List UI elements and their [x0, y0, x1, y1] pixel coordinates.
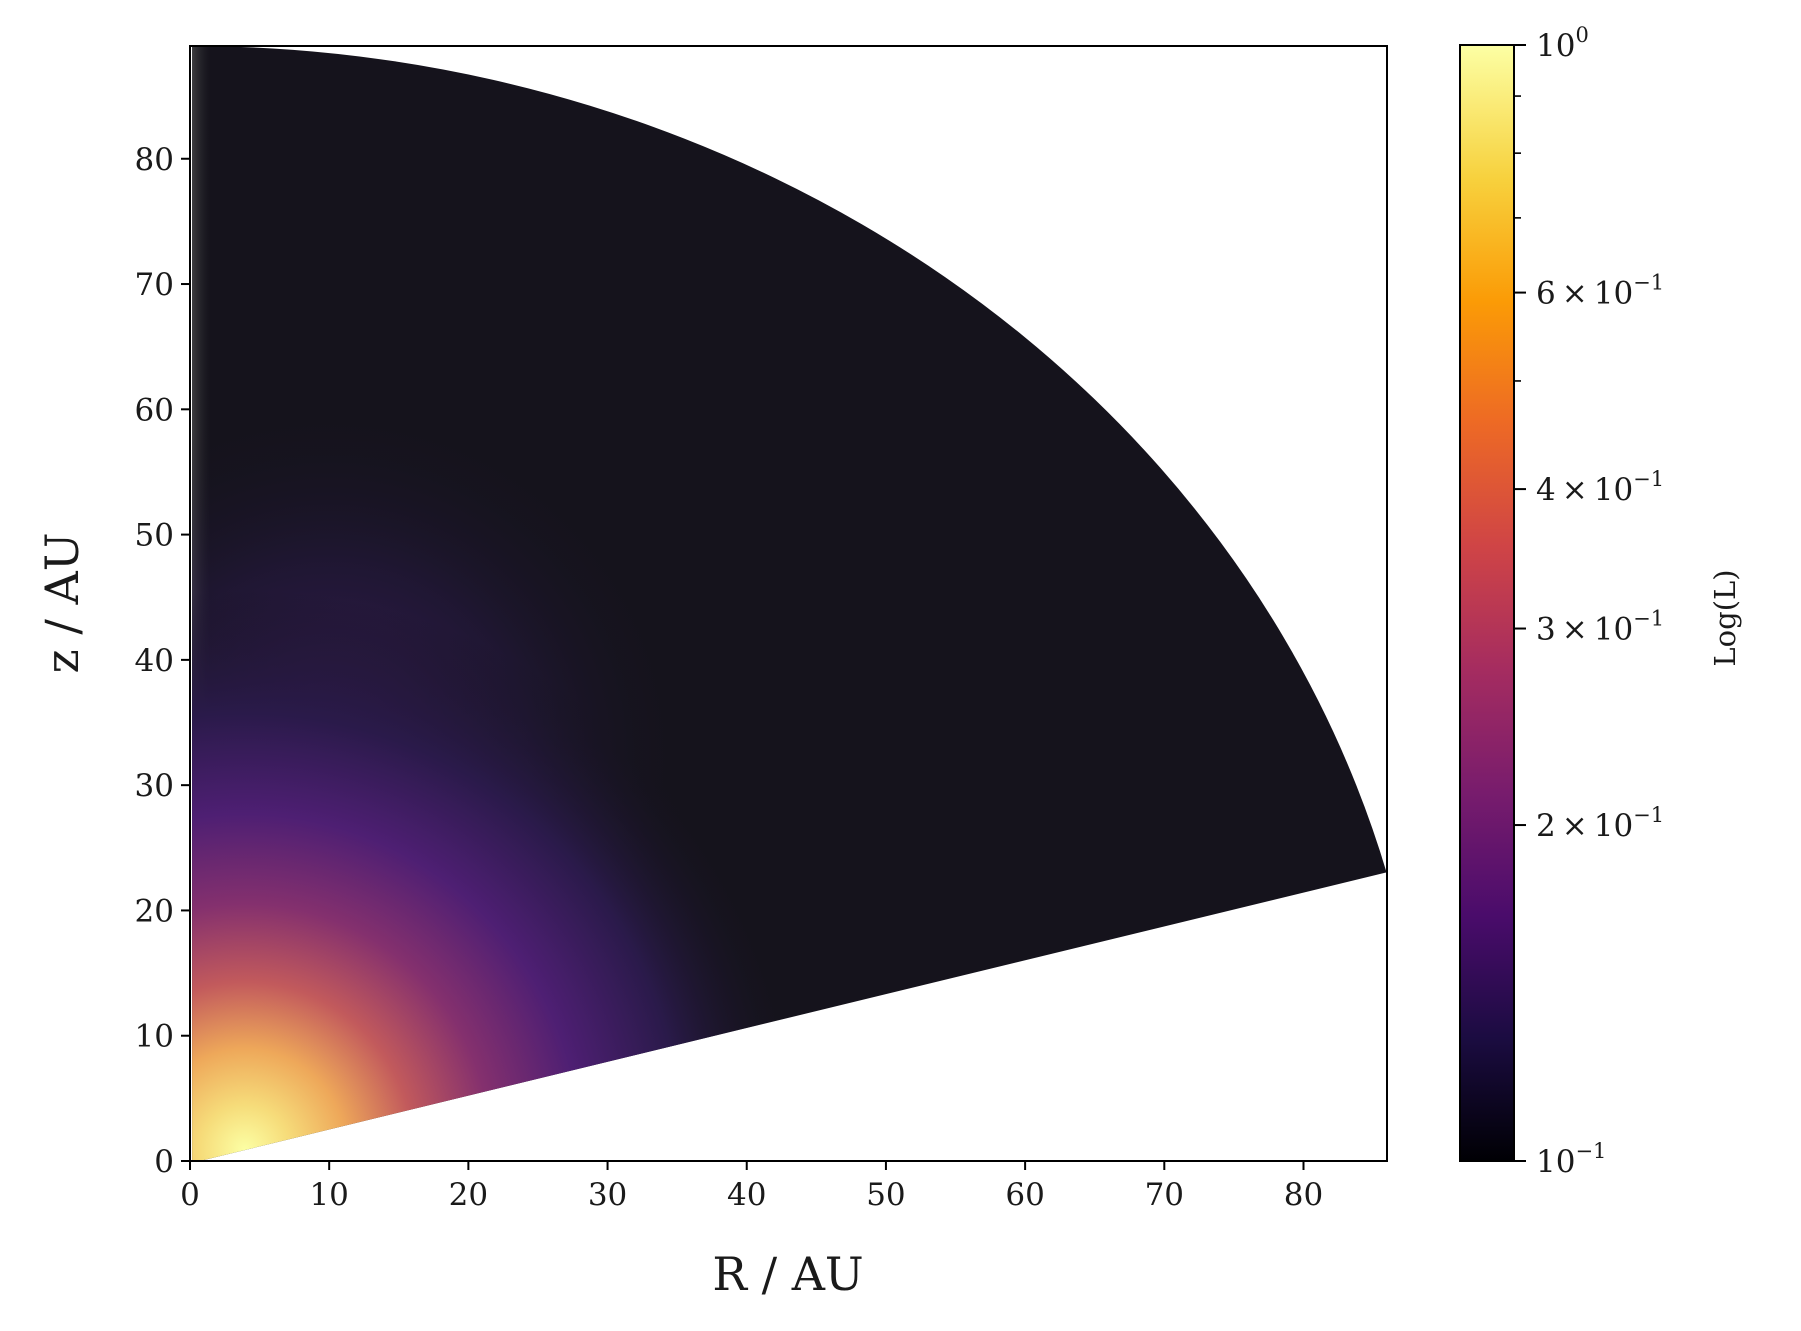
x-tick-label: 30 — [588, 1177, 627, 1213]
colorbar-title: Log(L) — [1708, 569, 1742, 666]
x-axis-ticks: 0 10 20 30 40 50 60 70 80 — [180, 1161, 1323, 1213]
colorbar-tick-label: 2 × 10−1 — [1536, 803, 1664, 844]
colorbar-tick-mantissa: 2 — [1536, 808, 1556, 844]
colorbar-tick-label: 3 × 10−1 — [1536, 607, 1664, 648]
colorbar-tick-label: 10−1 — [1536, 1139, 1606, 1180]
heatmap-wedge — [192, 46, 1387, 1161]
colorbar-tick-base: 10 — [1536, 1144, 1575, 1180]
x-tick-label: 40 — [727, 1177, 766, 1213]
y-tick-label: 30 — [135, 768, 174, 804]
colorbar-tick-times: × — [1562, 612, 1588, 648]
y-tick-label: 10 — [135, 1019, 174, 1055]
x-tick-label: 20 — [449, 1177, 488, 1213]
x-tick-label: 50 — [866, 1177, 905, 1213]
colorbar-tick-base: 10 — [1594, 808, 1633, 844]
plot-frame — [189, 45, 1388, 1162]
y-tick-label: 50 — [135, 518, 174, 554]
colorbar-tick-base: 10 — [1594, 472, 1633, 508]
y-axis-ticks: 0 10 20 30 40 50 60 70 80 — [135, 142, 190, 1180]
colorbar-tick-base: 10 — [1594, 612, 1633, 648]
colorbar-tick-exponent: −1 — [1633, 607, 1664, 631]
y-tick-label: 20 — [135, 893, 174, 929]
colorbar-tick-times: × — [1562, 276, 1588, 312]
y-tick-label: 60 — [135, 392, 174, 428]
wedge-hot-spot — [192, 46, 1387, 1161]
colorbar-tick-exponent: −1 — [1633, 271, 1664, 295]
colorbar-tick-exponent: −1 — [1633, 803, 1664, 827]
y-tick-label: 80 — [135, 142, 174, 178]
y-tick-label: 0 — [154, 1144, 174, 1180]
colorbar-tick-base: 10 — [1594, 276, 1633, 312]
y-axis-title: z / AU — [35, 533, 89, 674]
x-axis-title: R / AU — [712, 1247, 863, 1301]
colorbar-tick-label: 6 × 10−1 — [1536, 271, 1664, 312]
colorbar-tick-label: 4 × 10−1 — [1536, 467, 1664, 508]
colorbar-tick-times: × — [1562, 808, 1588, 844]
colorbar — [1459, 44, 1515, 1162]
x-tick-label: 0 — [180, 1177, 200, 1213]
colorbar-tick-times: × — [1562, 472, 1588, 508]
colorbar-tick-label: 100 — [1536, 23, 1589, 64]
x-tick-label: 80 — [1284, 1177, 1323, 1213]
colorbar-tick-base: 10 — [1536, 28, 1575, 64]
colorbar-tick-exponent: −1 — [1575, 1139, 1606, 1163]
colorbar-tick-exponent: 0 — [1575, 23, 1588, 47]
x-tick-label: 70 — [1145, 1177, 1184, 1213]
colorbar-tick-mantissa: 4 — [1536, 472, 1556, 508]
y-tick-label: 70 — [135, 267, 174, 303]
y-tick-label: 40 — [135, 643, 174, 679]
colorbar-tick-exponent: −1 — [1633, 467, 1664, 491]
x-tick-label: 60 — [1005, 1177, 1044, 1213]
x-tick-label: 10 — [309, 1177, 348, 1213]
colorbar-tick-mantissa: 3 — [1536, 612, 1556, 648]
colorbar-tick-mantissa: 6 — [1536, 276, 1556, 312]
